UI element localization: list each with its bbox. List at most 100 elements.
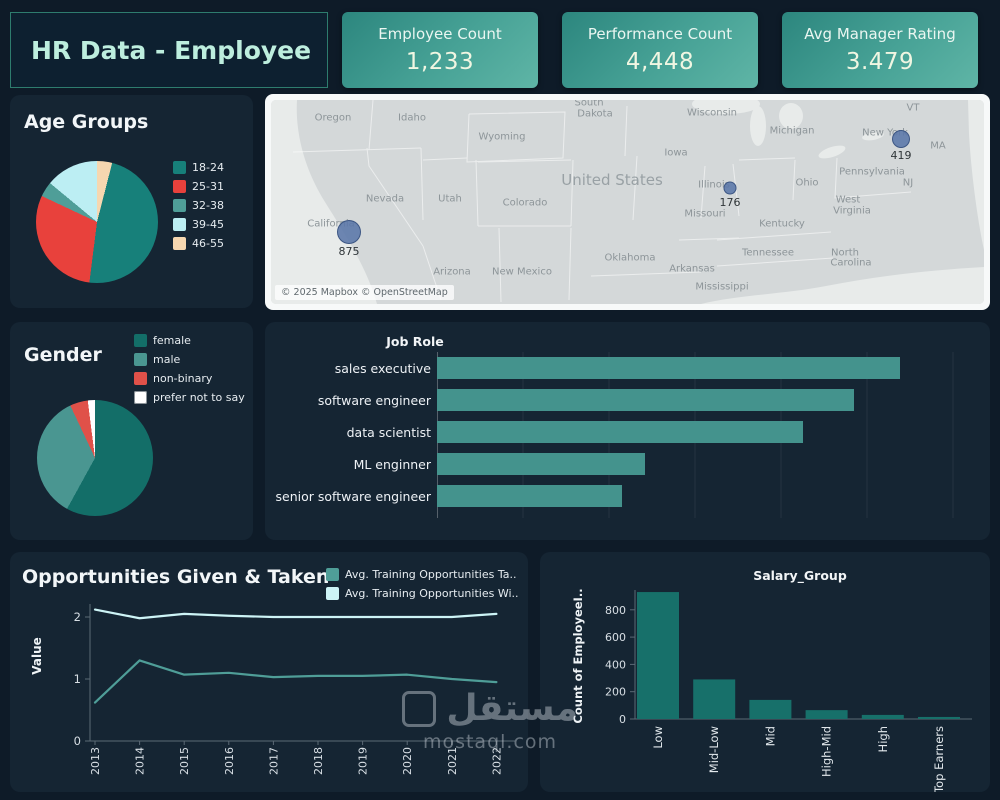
map-attribution[interactable]: © 2025 Mapbox © OpenStreetMap: [275, 285, 454, 300]
job-role-track: [437, 421, 990, 443]
job-role-bar[interactable]: [437, 485, 623, 507]
legend-swatch: [173, 218, 186, 231]
state-label: Idaho: [398, 112, 426, 124]
salary-bar[interactable]: [918, 716, 960, 719]
gender-pie[interactable]: [37, 400, 153, 516]
dashboard-title-box: HR Data - Employee: [10, 12, 328, 88]
state-label: Illinois: [698, 179, 730, 191]
y-tick-label: 1: [74, 672, 81, 686]
y-tick-label: 600: [605, 631, 626, 644]
job-role-bar[interactable]: [437, 357, 900, 379]
y-tick-label: 400: [605, 658, 626, 671]
legend-item[interactable]: male: [134, 353, 245, 366]
x-tick-label: 2020: [401, 747, 414, 775]
map-bubble[interactable]: [723, 181, 737, 195]
line-series[interactable]: [93, 608, 498, 620]
legend-label: Avg. Training Opportunities Wi..: [345, 587, 519, 600]
salary-bar[interactable]: [805, 710, 848, 719]
state-label: Arizona: [433, 266, 471, 278]
salary-bar[interactable]: [693, 679, 736, 719]
line-series[interactable]: [93, 659, 498, 704]
legend-item[interactable]: 46-55: [173, 237, 224, 250]
legend-item[interactable]: Avg. Training Opportunities Wi..: [326, 587, 519, 600]
kpi-avg-manager-rating[interactable]: Avg Manager Rating 3.479: [782, 12, 978, 88]
y-tick-label: 0: [74, 734, 81, 748]
opportunities-svg[interactable]: 0 1 2 2013 2014 2015 2016 2017 2018 2019 2020 2021 2…: [10, 596, 528, 792]
job-role-track: [437, 485, 990, 507]
salary-svg[interactable]: 0 200 400 600 800 Low Mid-Low Mid High-Mid High To…: [540, 552, 990, 792]
x-tick-label: Top Earners: [932, 726, 946, 792]
state-label: Kentucky: [759, 218, 805, 230]
kpi-performance-count[interactable]: Performance Count 4,448: [562, 12, 758, 88]
state-label: Carolina: [830, 257, 872, 269]
job-role-track: [437, 389, 990, 411]
legend-item[interactable]: non-binary: [134, 372, 245, 385]
legend-label: 25-31: [192, 180, 224, 193]
x-tick-label: 2017: [267, 747, 280, 775]
y-tick-label: 800: [605, 604, 626, 617]
state-label: Mississippi: [695, 281, 749, 293]
kpi-label: Avg Manager Rating: [804, 25, 956, 43]
state-label: Wyoming: [478, 131, 526, 143]
salary-bar[interactable]: [637, 592, 679, 719]
map-bubble[interactable]: [892, 130, 910, 148]
job-role-bar[interactable]: [437, 421, 803, 443]
legend-item[interactable]: female: [134, 334, 245, 347]
salary-bar[interactable]: [861, 714, 904, 719]
map-bubble[interactable]: [337, 220, 361, 244]
y-tick-label: 200: [605, 686, 626, 699]
age-groups-title: Age Groups: [24, 111, 149, 133]
x-tick-label: High-Mid: [820, 726, 834, 777]
x-tick-label: 2022: [490, 747, 503, 775]
legend-label: female: [153, 334, 191, 347]
legend-item[interactable]: 32-38: [173, 199, 224, 212]
job-role-rows: sales executive software engineer data sci…: [265, 352, 990, 512]
legend-label: prefer not to say: [153, 391, 245, 404]
gender-legend: female male non-binary prefer not to say: [134, 334, 245, 410]
job-role-track: [437, 357, 990, 379]
map-background: [271, 100, 984, 304]
state-label: Virginia: [833, 205, 871, 217]
map-canvas[interactable]: Oregon Idaho Wyoming South Dakota Wisconsin Mi…: [271, 100, 984, 304]
job-role-bar[interactable]: [437, 453, 646, 475]
x-tick-label: Mid-Low: [707, 726, 721, 773]
x-tick-label: 2016: [223, 747, 236, 775]
state-label: South: [574, 100, 604, 109]
age-groups-pie[interactable]: [36, 161, 158, 283]
y-tick-label: 2: [74, 610, 81, 624]
legend-item[interactable]: 25-31: [173, 180, 224, 193]
gender-panel: Gender female male non-binary prefer not to…: [10, 322, 253, 540]
x-tick-label: Low: [651, 726, 665, 749]
salary-bar[interactable]: [749, 699, 792, 719]
opportunities-legend: Avg. Training Opportunities Ta.. Avg. Tra…: [326, 568, 519, 606]
job-role-row: data scientist: [265, 416, 990, 448]
state-label: California: [307, 218, 355, 230]
state-label: West: [835, 194, 861, 206]
age-groups-panel: Age Groups 18-24 25-31 32-38 39-45 46-55: [10, 95, 253, 308]
map-bubble-value: 176: [719, 195, 741, 209]
state-label: Missouri: [684, 208, 726, 220]
legend-item[interactable]: 39-45: [173, 218, 224, 231]
x-tick-label: 2013: [89, 747, 102, 775]
legend-label: 46-55: [192, 237, 224, 250]
job-role-label: software engineer: [317, 392, 431, 408]
job-role-bar[interactable]: [437, 389, 854, 411]
gender-title: Gender: [24, 344, 102, 366]
salary-panel: Salary_Group Count of EmployeeI.. 0 200 40…: [540, 552, 990, 792]
opportunities-panel: Opportunities Given & Taken Avg. Trainin…: [10, 552, 528, 792]
legend-label: Avg. Training Opportunities Ta..: [345, 568, 517, 581]
legend-item[interactable]: prefer not to say: [134, 391, 245, 404]
state-label: Michigan: [769, 125, 815, 137]
legend-swatch: [326, 587, 339, 600]
legend-swatch: [173, 161, 186, 174]
state-label: Iowa: [664, 147, 688, 159]
legend-label: 32-38: [192, 199, 224, 212]
legend-swatch: [173, 199, 186, 212]
x-tick-label: High: [876, 726, 890, 752]
job-role-label: ML enginner: [353, 456, 431, 472]
kpi-employee-count[interactable]: Employee Count 1,233: [342, 12, 538, 88]
legend-item[interactable]: Avg. Training Opportunities Ta..: [326, 568, 519, 581]
map-bubble-value: 419: [890, 149, 912, 162]
legend-item[interactable]: 18-24: [173, 161, 224, 174]
